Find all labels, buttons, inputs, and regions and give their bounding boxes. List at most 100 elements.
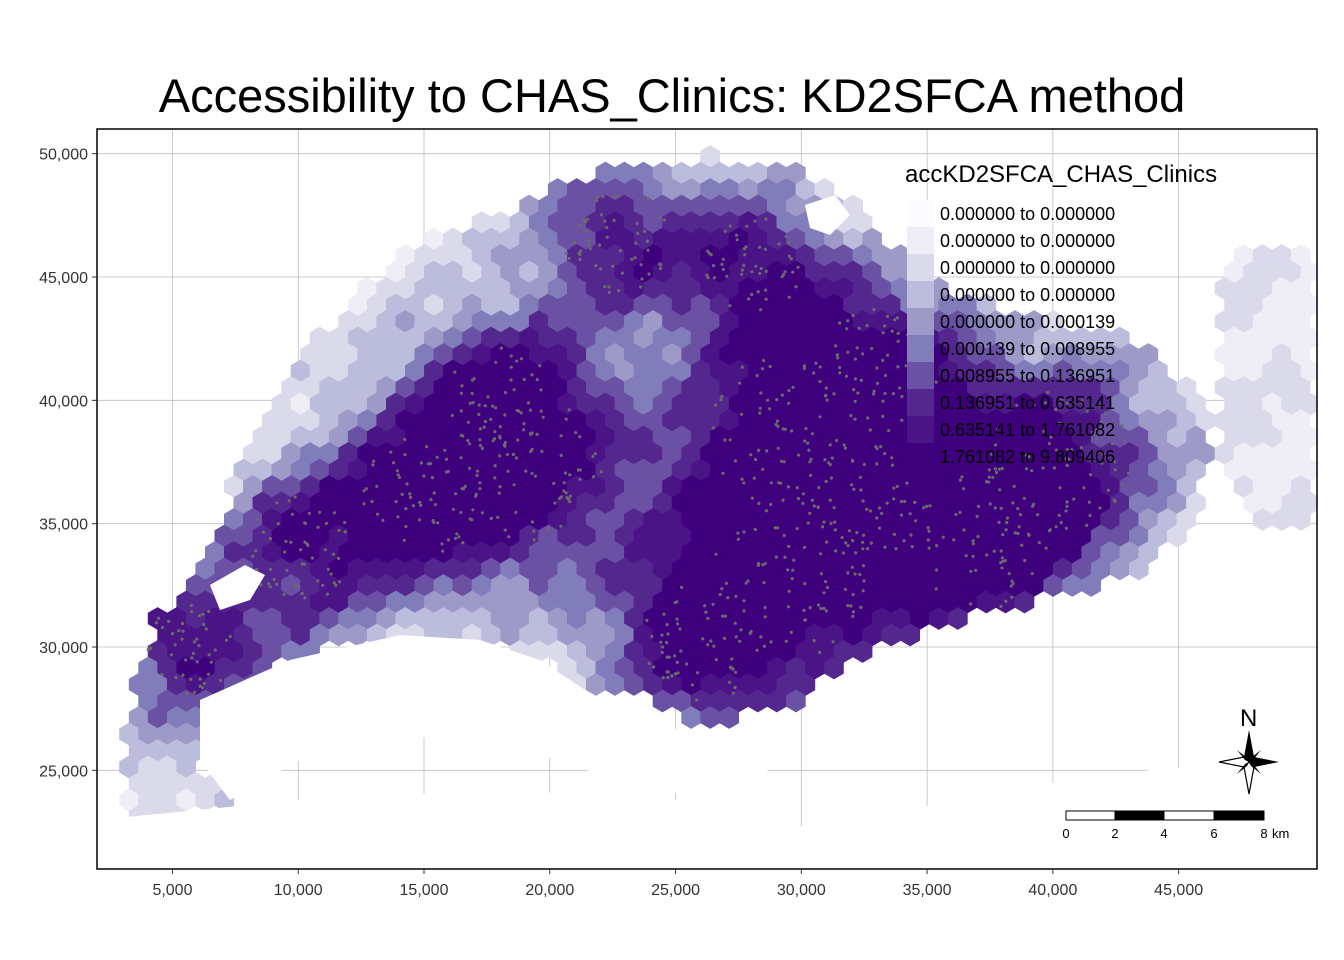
clinic-point: [254, 567, 259, 572]
clinic-point: [838, 365, 842, 370]
clinic-point: [763, 605, 767, 610]
clinic-point: [181, 673, 185, 677]
clinic-point: [871, 392, 876, 396]
clinic-point: [872, 389, 876, 393]
clinic-point: [812, 504, 816, 508]
clinic-point: [748, 631, 752, 636]
clinic-point: [720, 395, 724, 399]
clinic-point: [738, 639, 742, 643]
clinic-point: [1054, 448, 1059, 452]
clinic-point: [443, 448, 447, 452]
clinic-point: [850, 565, 855, 569]
clinic-point: [1065, 500, 1069, 504]
clinic-point: [843, 446, 848, 450]
clinic-point: [831, 640, 835, 644]
clinic-point: [167, 619, 171, 624]
clinic-point: [419, 461, 423, 465]
clinic-point: [927, 546, 931, 550]
clinic-point: [766, 398, 770, 402]
clinic-point: [471, 401, 475, 405]
clinic-point: [883, 545, 887, 549]
clinic-point: [530, 447, 534, 451]
clinic-point: [630, 257, 634, 261]
clinic-point: [790, 429, 794, 433]
clinic-point: [515, 409, 519, 413]
scale-unit: km: [1272, 826, 1289, 841]
legend-swatch: [907, 389, 934, 416]
clinic-point: [1010, 595, 1014, 599]
x-tick-label: 40,000: [1028, 882, 1077, 899]
clinic-point: [218, 678, 223, 683]
clinic-point: [503, 413, 507, 417]
clinic-point: [502, 443, 506, 447]
clinic-point: [480, 446, 484, 450]
clinic-point: [801, 501, 805, 505]
clinic-point: [971, 542, 975, 546]
clinic-point: [461, 434, 465, 438]
clinic-point: [892, 497, 896, 501]
clinic-point: [810, 432, 815, 436]
clinic-point: [849, 604, 853, 608]
clinic-point: [646, 248, 650, 252]
clinic-point: [835, 353, 840, 357]
clinic-point: [736, 537, 740, 541]
compass-icon: [1218, 730, 1279, 795]
clinic-point: [738, 381, 742, 385]
clinic-point: [802, 364, 807, 368]
clinic-point: [742, 263, 746, 267]
clinic-point: [881, 331, 885, 335]
clinic-point: [754, 264, 758, 268]
clinic-point: [935, 544, 939, 548]
clinic-point: [396, 473, 400, 477]
clinic-point: [846, 319, 850, 323]
clinic-point: [256, 517, 260, 521]
clinic-point: [650, 634, 654, 639]
clinic-point: [276, 522, 280, 526]
scale-label: 6: [1210, 826, 1217, 841]
clinic-point: [268, 585, 272, 589]
clinic-point: [703, 604, 707, 608]
x-tick-label: 10,000: [274, 882, 323, 899]
reservoir-north: [805, 195, 850, 235]
x-tick-label: 5,000: [152, 882, 192, 899]
clinic-point: [709, 639, 713, 643]
clinic-point: [1032, 403, 1036, 407]
legend-swatch: [907, 335, 934, 362]
scale-label: 4: [1160, 826, 1167, 841]
clinic-point: [370, 499, 374, 504]
clinic-point: [779, 481, 783, 485]
clinic-point: [446, 538, 451, 542]
scale-label: 2: [1111, 826, 1118, 841]
clinic-point: [903, 499, 907, 503]
clinic-point: [819, 572, 824, 576]
clinic-point: [493, 437, 497, 441]
clinic-point: [180, 637, 184, 641]
clinic-point: [480, 511, 484, 515]
clinic-point: [376, 512, 380, 516]
clinic-point: [310, 556, 314, 560]
clinic-point: [1065, 504, 1069, 508]
clinic-point: [305, 542, 309, 546]
clinic-point: [567, 408, 571, 412]
clinic-point: [877, 526, 882, 530]
clinic-point: [254, 549, 258, 553]
clinic-point: [316, 579, 320, 583]
clinic-point: [714, 403, 718, 407]
clinic-point: [796, 265, 800, 269]
clinic-point: [728, 224, 732, 228]
x-tick-label: 30,000: [777, 882, 826, 899]
clinic-point: [509, 365, 513, 369]
clinic-point: [213, 648, 217, 652]
clinic-point: [440, 542, 444, 546]
clinic-point: [394, 500, 398, 504]
clinic-point: [952, 538, 956, 542]
clinic-point: [734, 635, 738, 639]
clinic-point: [825, 398, 829, 402]
clinic-point: [1057, 421, 1061, 425]
clinic-point: [927, 529, 931, 533]
clinic-point: [362, 489, 366, 493]
clinic-point: [898, 386, 902, 390]
clinic-point: [578, 252, 582, 256]
clinic-point: [289, 540, 293, 544]
clinic-point: [810, 498, 815, 502]
